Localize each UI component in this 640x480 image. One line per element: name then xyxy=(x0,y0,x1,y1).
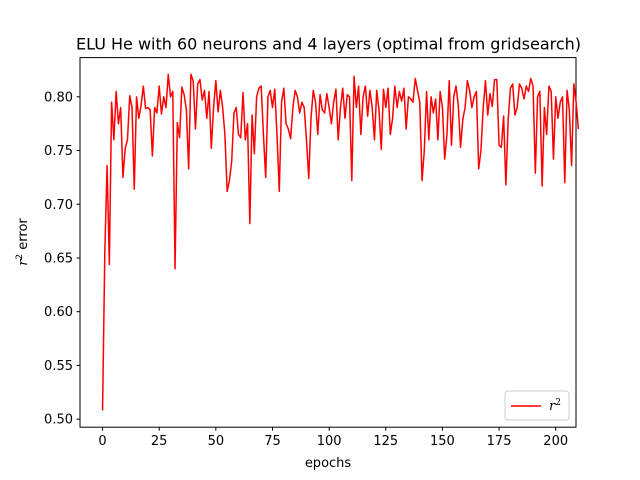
y-tick-label: 0.60 xyxy=(44,305,73,320)
y-tick-label: 0.50 xyxy=(44,413,73,428)
x-tick-label: 100 xyxy=(317,434,342,449)
legend-label-base: r xyxy=(549,399,556,414)
chart-title: ELU He with 60 neurons and 4 layers (opt… xyxy=(76,35,581,54)
x-tick-label: 75 xyxy=(264,434,281,449)
y-axis-ticks: 0.50 0.55 0.60 0.65 0.70 0.75 0.80 xyxy=(44,90,80,428)
series-line-r2 xyxy=(101,73,580,411)
y-axis-label-base: r xyxy=(16,259,31,266)
x-tick-label: 150 xyxy=(430,434,455,449)
y-axis-label: r2 error xyxy=(15,218,31,266)
x-tick-label: 125 xyxy=(373,434,398,449)
legend-label-sup: 2 xyxy=(555,398,561,408)
x-tick-label: 50 xyxy=(208,434,225,449)
y-tick-label: 0.55 xyxy=(44,359,73,374)
legend-label: r2 xyxy=(549,398,561,414)
y-tick-label: 0.70 xyxy=(44,198,73,213)
y-tick-label: 0.65 xyxy=(44,251,73,266)
x-tick-label: 175 xyxy=(487,434,512,449)
y-axis-label-suffix: error xyxy=(16,218,31,254)
y-tick-label: 0.75 xyxy=(44,144,73,159)
x-axis-ticks: 0 25 50 75 100 125 150 175 200 xyxy=(98,427,568,449)
x-tick-label: 0 xyxy=(98,434,106,449)
x-axis-label: epochs xyxy=(305,456,352,471)
y-axis-label-sup: 2 xyxy=(15,254,25,260)
x-tick-label: 200 xyxy=(543,434,568,449)
legend: r2 xyxy=(504,390,570,421)
x-tick-label: 25 xyxy=(151,434,168,449)
y-tick-label: 0.80 xyxy=(44,90,73,105)
plot-area-frame xyxy=(79,57,577,428)
